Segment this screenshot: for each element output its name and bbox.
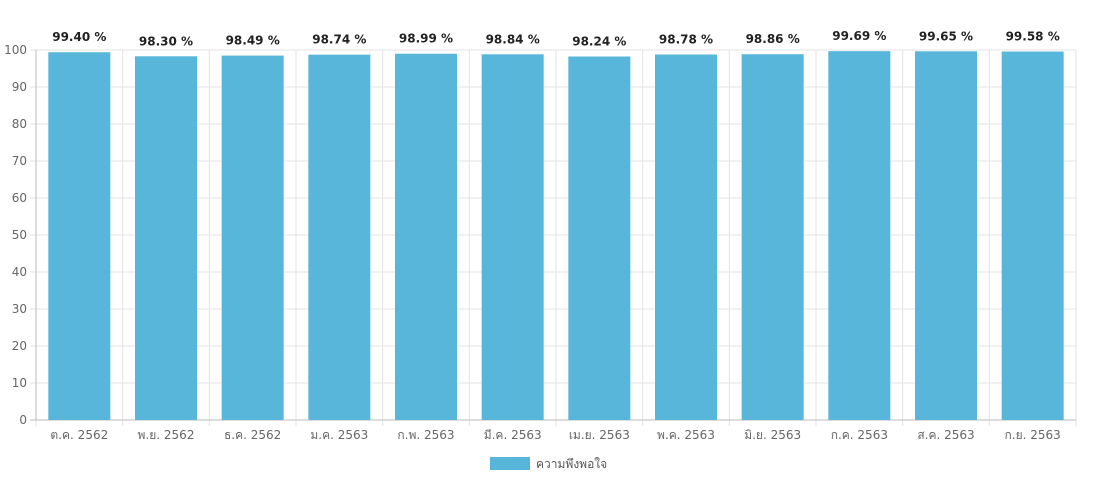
- y-tick-label: 90: [12, 80, 27, 94]
- y-tick-label: 100: [4, 43, 27, 57]
- bar[interactable]: [481, 54, 544, 421]
- x-tick-label: ก.ค. 2563: [831, 428, 888, 442]
- y-tick-label: 80: [12, 117, 27, 131]
- y-tick-label: 30: [12, 302, 27, 316]
- data-label: 98.74 %: [312, 33, 366, 47]
- data-label: 99.58 %: [1006, 30, 1060, 44]
- y-tick-label: 10: [12, 376, 27, 390]
- data-label: 99.40 %: [52, 30, 106, 44]
- data-label: 99.69 %: [832, 29, 886, 43]
- bar[interactable]: [308, 54, 371, 421]
- x-tick-label: มิ.ย. 2563: [744, 428, 801, 442]
- data-label: 98.30 %: [139, 34, 193, 48]
- y-tick-label: 40: [12, 265, 27, 279]
- bar[interactable]: [48, 52, 111, 420]
- bar[interactable]: [568, 56, 631, 421]
- y-tick-label: 20: [12, 339, 27, 353]
- bar[interactable]: [395, 53, 457, 420]
- x-tick-label: พ.ค. 2563: [657, 428, 715, 442]
- x-tick-label: ก.ย. 2563: [1005, 428, 1061, 442]
- data-label: 98.78 %: [659, 33, 713, 47]
- bar[interactable]: [655, 54, 717, 420]
- bar[interactable]: [1001, 51, 1064, 420]
- x-tick-label: มี.ค. 2563: [484, 428, 542, 442]
- x-tick-label: ธ.ค. 2562: [224, 428, 281, 442]
- data-labels: 99.40 % 98.30 % 98.49 % 98.74 % 98.99 % 98.84…: [52, 29, 1060, 48]
- axes: 0 10 20 30 40 50 60 70 80 90 100 ต.ค. 2562 พ.ย. 2562…: [4, 43, 1076, 442]
- y-tick-label: 0: [19, 413, 27, 427]
- x-tick-label: พ.ย. 2562: [138, 428, 195, 442]
- x-tick-label: เม.ย. 2563: [569, 428, 630, 442]
- data-label: 98.49 %: [226, 34, 280, 48]
- y-tick-label: 70: [12, 154, 27, 168]
- legend-label[interactable]: ความพึงพอใจ: [536, 457, 607, 471]
- bars: [48, 51, 1064, 421]
- data-label: 98.84 %: [486, 32, 540, 46]
- data-label: 98.86 %: [746, 32, 800, 46]
- bar[interactable]: [915, 51, 977, 421]
- x-tick-label: ก.พ. 2563: [397, 428, 454, 442]
- bar[interactable]: [221, 55, 284, 420]
- legend[interactable]: ความพึงพอใจ: [490, 457, 607, 471]
- x-tick-label: ส.ค. 2563: [917, 428, 974, 442]
- y-tick-label: 60: [12, 191, 27, 205]
- bar[interactable]: [741, 54, 804, 421]
- y-tick-label: 50: [12, 228, 27, 242]
- data-label: 98.99 %: [399, 32, 453, 46]
- data-label: 99.65 %: [919, 29, 973, 43]
- legend-swatch[interactable]: [490, 457, 530, 470]
- bar[interactable]: [828, 51, 891, 420]
- bar[interactable]: [135, 56, 197, 420]
- x-tick-label: ต.ค. 2562: [50, 428, 108, 442]
- data-label: 98.24 %: [572, 35, 626, 49]
- x-tick-label: ม.ค. 2563: [310, 428, 368, 442]
